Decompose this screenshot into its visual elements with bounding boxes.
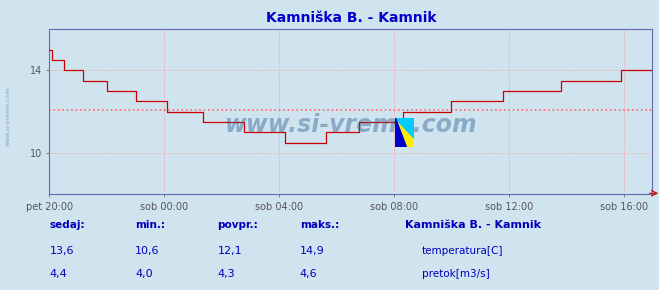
Text: 10,6: 10,6 xyxy=(135,246,159,256)
Text: maks.:: maks.: xyxy=(300,220,339,230)
Text: 4,6: 4,6 xyxy=(300,269,318,279)
Text: 4,3: 4,3 xyxy=(217,269,235,279)
Text: povpr.:: povpr.: xyxy=(217,220,258,230)
Text: pretok[m3/s]: pretok[m3/s] xyxy=(422,269,490,279)
Text: 12,1: 12,1 xyxy=(217,246,242,256)
Polygon shape xyxy=(395,118,407,147)
Polygon shape xyxy=(395,118,414,138)
Text: min.:: min.: xyxy=(135,220,165,230)
Text: temperatura[C]: temperatura[C] xyxy=(422,246,503,256)
Text: Kamniška B. - Kamnik: Kamniška B. - Kamnik xyxy=(405,220,541,230)
Text: sedaj:: sedaj: xyxy=(49,220,85,230)
Text: www.si-vreme.com: www.si-vreme.com xyxy=(225,113,477,137)
Title: Kamniška B. - Kamnik: Kamniška B. - Kamnik xyxy=(266,11,436,25)
Text: 4,4: 4,4 xyxy=(49,269,67,279)
Text: 14,9: 14,9 xyxy=(300,246,325,256)
Text: 4,0: 4,0 xyxy=(135,269,153,279)
Text: www.si-vreme.com: www.si-vreme.com xyxy=(5,86,11,146)
Text: 13,6: 13,6 xyxy=(49,246,74,256)
